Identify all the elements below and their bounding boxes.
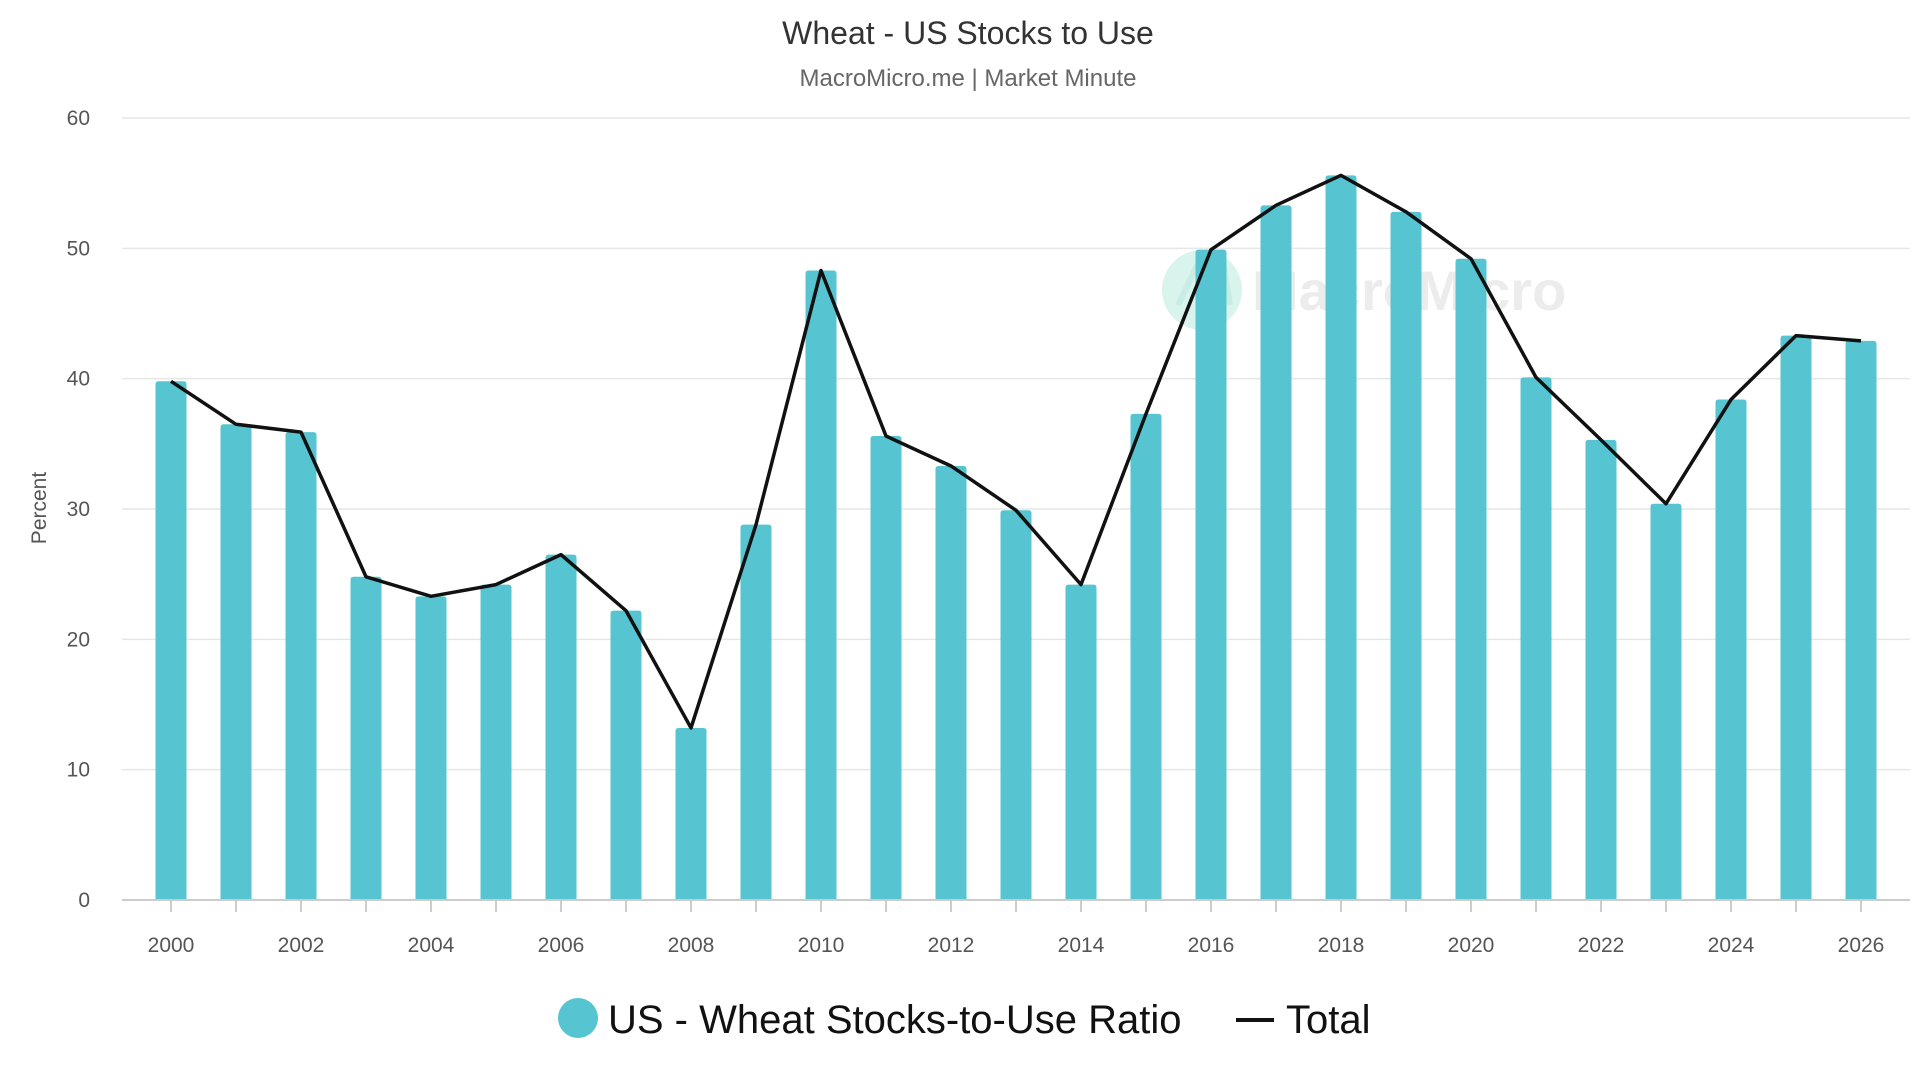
bar-2002 [285,432,317,900]
bar-2025 [1780,335,1812,900]
x-tick-label-2012: 2012 [928,934,975,957]
y-axis: 0 10 20 30 40 50 60 [67,107,90,912]
y-tick-label-30: 30 [67,498,90,521]
bar-2004 [415,596,447,900]
bar-2014 [1065,584,1097,900]
x-tick-label-2008: 2008 [668,934,715,957]
bar-2015 [1130,413,1162,900]
bar-2019 [1390,211,1422,901]
chart-title: Wheat - US Stocks to Use [782,15,1154,51]
x-tick-label-2000: 2000 [148,934,195,957]
x-tick-label-2026: 2026 [1838,934,1885,957]
x-tick-label-2006: 2006 [538,934,585,957]
x-tick-label-2014: 2014 [1058,934,1105,957]
bar-2005 [480,584,512,900]
legend-bar-swatch-icon [558,998,598,1038]
bar-2024 [1715,399,1747,900]
bar-2026 [1845,340,1877,900]
bar-series [155,175,1877,901]
bar-2009 [740,524,772,900]
bar-2008 [675,727,707,900]
legend[interactable]: US - Wheat Stocks-to-Use Ratio Total [558,998,1371,1042]
bar-2018 [1325,175,1357,900]
y-tick-label-50: 50 [67,237,90,260]
legend-item-bars[interactable]: US - Wheat Stocks-to-Use Ratio [558,998,1182,1042]
total-line [170,173,1862,730]
legend-item-line[interactable]: Total [1236,998,1371,1042]
x-tick-label-2018: 2018 [1318,934,1365,957]
bar-2011 [870,436,902,900]
x-tick-label-2020: 2020 [1448,934,1495,957]
bar-2022 [1585,439,1617,900]
bar-2010 [805,270,837,900]
bar-2023 [1650,503,1682,900]
legend-line-label: Total [1286,998,1371,1042]
y-tick-label-40: 40 [67,368,90,391]
bar-2003 [350,576,382,900]
bar-2016 [1195,249,1227,901]
x-tick-label-2024: 2024 [1708,934,1755,957]
chart-subtitle: MacroMicro.me | Market Minute [800,65,1137,92]
bar-2021 [1520,377,1552,900]
bar-2012 [935,465,967,900]
x-tick-label-2002: 2002 [278,934,325,957]
x-tick-label-2022: 2022 [1578,934,1625,957]
y-tick-label-10: 10 [67,759,90,782]
bar-2006 [545,554,577,900]
x-tick-label-2010: 2010 [798,934,845,957]
x-tick-label-2004: 2004 [408,934,455,957]
y-tick-label-0: 0 [78,889,90,912]
bar-2000 [155,381,187,901]
y-tick-label-60: 60 [67,107,90,130]
y-axis-label: Percent [28,472,51,545]
bar-2020 [1455,258,1487,900]
bar-2013 [1000,510,1032,900]
bar-2007 [610,610,642,900]
line-series [170,173,1862,730]
bar-2017 [1260,205,1292,900]
bar-2001 [220,424,252,900]
x-tick-label-2016: 2016 [1188,934,1235,957]
y-tick-label-20: 20 [67,628,90,651]
x-axis: 2000 2002 2004 2006 2008 2010 2012 2014 2016 2018… [122,899,1910,957]
legend-bar-label: US - Wheat Stocks-to-Use Ratio [608,998,1182,1042]
